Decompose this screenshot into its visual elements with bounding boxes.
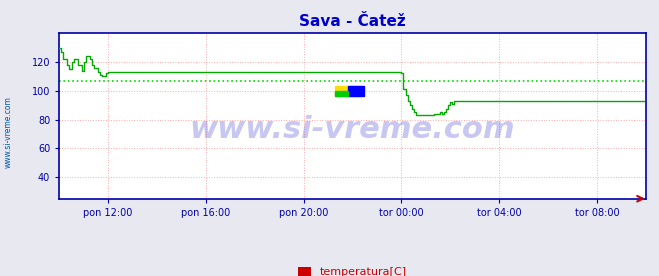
Text: www.si-vreme.com: www.si-vreme.com — [3, 97, 13, 168]
Bar — [335, 91, 348, 96]
Bar — [335, 86, 361, 96]
Bar — [348, 86, 364, 96]
Text: www.si-vreme.com: www.si-vreme.com — [190, 115, 515, 144]
Title: Sava - Čatež: Sava - Čatež — [299, 14, 406, 29]
Legend: temperatura[C], pretok[m3/s]: temperatura[C], pretok[m3/s] — [293, 262, 412, 276]
